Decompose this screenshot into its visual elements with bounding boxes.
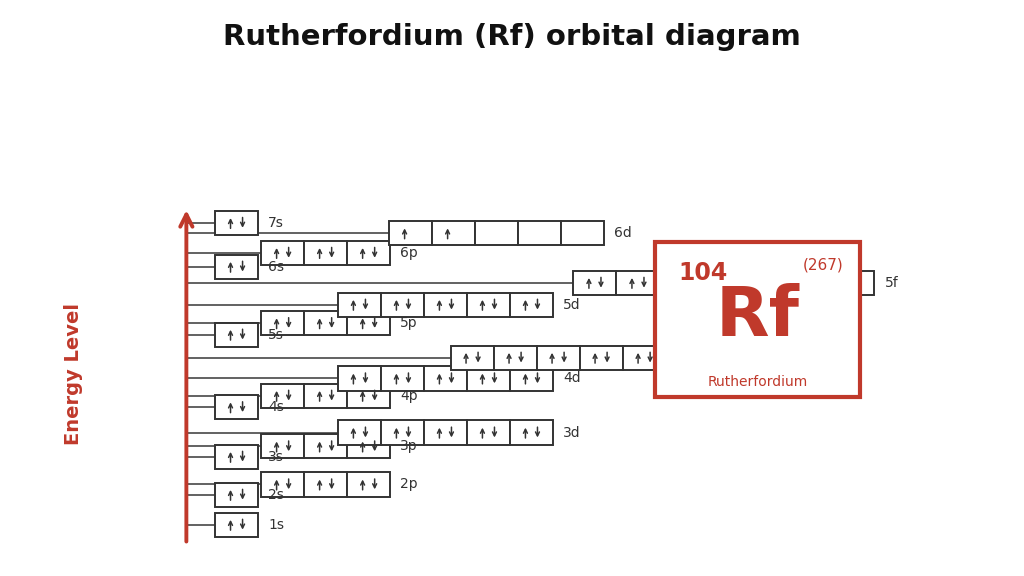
Bar [745,271,788,295]
Bar [338,420,381,445]
Text: 104: 104 [678,260,727,285]
Bar [659,271,702,295]
Bar [215,211,258,235]
Bar [432,221,475,245]
Bar [788,271,831,295]
Bar [467,420,510,445]
Bar [261,241,304,265]
Text: Rutherfordium: Rutherfordium [708,375,808,389]
Bar [389,221,432,245]
Bar [215,255,258,279]
Bar [702,271,745,295]
Bar [381,366,424,391]
Bar [616,271,659,295]
Bar [215,323,258,347]
Text: 1s: 1s [268,518,285,532]
Bar [347,311,390,335]
Text: 6d: 6d [614,226,632,240]
Bar [347,384,390,408]
Bar [304,241,347,265]
Bar [261,434,304,458]
Text: 4d: 4d [563,372,581,385]
Bar [215,395,258,419]
Bar [831,271,874,295]
Bar [347,241,390,265]
Text: 5s: 5s [268,328,285,342]
Bar [561,221,604,245]
Bar [666,346,709,370]
Bar [467,366,510,391]
Text: 5p: 5p [400,316,418,330]
Bar [623,346,666,370]
Text: 3s: 3s [268,450,285,464]
Text: 4s: 4s [268,400,285,414]
Bar [261,472,304,497]
Text: 6p: 6p [400,246,418,260]
Text: 3p: 3p [400,439,418,453]
Text: (267): (267) [803,257,844,272]
Text: 5d: 5d [563,298,581,312]
Bar [709,346,752,370]
Bar [510,293,553,317]
Text: 4p: 4p [400,389,418,403]
Bar [261,384,304,408]
Bar [510,366,553,391]
Bar [494,346,537,370]
Bar [304,311,347,335]
Bar [215,483,258,507]
Bar [510,420,553,445]
Text: 4f: 4f [762,351,775,365]
Bar [215,445,258,469]
Bar [424,366,467,391]
Bar [655,242,860,397]
Bar [424,420,467,445]
Bar [580,346,623,370]
Text: 5f: 5f [885,276,898,290]
Bar [475,221,518,245]
Bar [347,434,390,458]
Bar [338,293,381,317]
Bar [304,384,347,408]
Text: 2s: 2s [268,488,285,502]
Bar [424,293,467,317]
Bar [518,221,561,245]
Text: Rutherfordium (Rf) orbital diagram: Rutherfordium (Rf) orbital diagram [223,24,801,51]
Bar [537,346,580,370]
Text: 7s: 7s [268,216,285,230]
Bar [304,434,347,458]
Bar [347,472,390,497]
Bar [338,366,381,391]
Bar [215,513,258,537]
Bar [573,271,616,295]
Bar [467,293,510,317]
Text: 3d: 3d [563,426,581,439]
Bar [304,472,347,497]
Text: 6s: 6s [268,260,285,274]
Bar [381,293,424,317]
Bar [261,311,304,335]
Text: Rf: Rf [716,283,800,350]
Text: Energy Level: Energy Level [65,304,83,445]
Bar [381,420,424,445]
Text: 2p: 2p [400,478,418,491]
Bar [451,346,494,370]
